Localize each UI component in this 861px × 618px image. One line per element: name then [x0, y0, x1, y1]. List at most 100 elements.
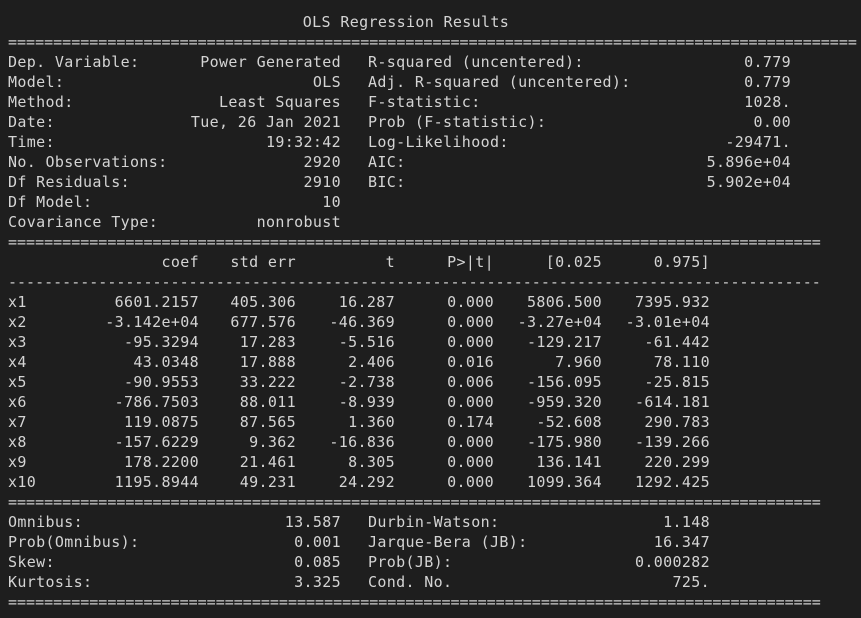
- diagnostic-label: Kurtosis:: [8, 573, 93, 591]
- table-cell: 0.000: [447, 433, 494, 451]
- output-title: OLS Regression Results: [302, 13, 510, 31]
- summary-label: Time:: [8, 133, 55, 151]
- diagnostic-label: Cond. No.: [368, 573, 453, 591]
- table-cell: 0.000: [447, 393, 494, 411]
- table-cell: 9.362: [249, 433, 296, 451]
- table-cell: -3.01e+04: [625, 313, 710, 331]
- summary-label: No. Observations:: [8, 153, 168, 171]
- variable-name: x2: [8, 313, 27, 331]
- table-cell: -25.815: [644, 373, 710, 391]
- table-cell: 220.299: [644, 453, 710, 471]
- summary-value: 2910: [303, 173, 341, 191]
- table-cell: -61.442: [644, 333, 710, 351]
- diagnostic-value: 0.085: [294, 553, 341, 571]
- table-cell: 6601.2157: [114, 293, 199, 311]
- separator-top: ========================================…: [8, 33, 857, 51]
- summary-label: Prob (F-statistic):: [368, 113, 547, 131]
- summary-value: 0.779: [744, 53, 791, 71]
- table-cell: 1099.364: [526, 473, 602, 491]
- table-cell: -614.181: [634, 393, 710, 411]
- summary-label: Df Model:: [8, 193, 93, 211]
- diagnostic-value: 1.148: [663, 513, 710, 531]
- table-cell: -2.738: [338, 373, 395, 391]
- coef-header-row: coef std err t P>|t| [0.025 0.975]: [8, 252, 709, 272]
- table-cell: 2.406: [348, 353, 395, 371]
- summary-value: 10: [322, 193, 341, 211]
- summary-label: AIC:: [368, 153, 406, 171]
- variable-name: x6: [8, 393, 27, 411]
- table-cell: 7.960: [555, 353, 602, 371]
- table-cell: -959.320: [526, 393, 602, 411]
- summary-value: 0.00: [753, 113, 791, 131]
- header-std-err: std err: [230, 253, 296, 271]
- table-cell: 0.000: [447, 293, 494, 311]
- summary-value: Least Squares: [219, 93, 341, 111]
- table-cell: 0.000: [447, 453, 494, 471]
- diagnostic-label: Jarque-Bera (JB):: [368, 533, 528, 551]
- diagnostic-value: 0.001: [294, 533, 341, 551]
- variable-name: x4: [8, 353, 27, 371]
- table-cell: 24.292: [338, 473, 395, 491]
- variable-name: x7: [8, 413, 27, 431]
- table-cell: 87.565: [239, 413, 296, 431]
- table-cell: 8.305: [348, 453, 395, 471]
- table-cell: 405.306: [230, 293, 296, 311]
- header-ci-high: 0.975]: [653, 253, 710, 271]
- summary-value: 5.896e+04: [706, 153, 791, 171]
- summary-label: Adj. R-squared (uncentered):: [368, 73, 631, 91]
- table-cell: 17.888: [239, 353, 296, 371]
- header-p-value: P>|t|: [447, 253, 494, 271]
- table-cell: 0.000: [447, 333, 494, 351]
- diagnostic-label: Omnibus:: [8, 513, 84, 531]
- table-cell: 290.783: [644, 413, 710, 431]
- table-cell: 49.231: [239, 473, 296, 491]
- summary-value: 2920: [303, 153, 341, 171]
- table-cell: 7395.932: [634, 293, 710, 311]
- variable-name: x1: [8, 293, 27, 311]
- table-cell: 0.174: [447, 413, 494, 431]
- summary-label: F-statistic:: [368, 93, 481, 111]
- summary-label: Model:: [8, 73, 65, 91]
- table-cell: -46.369: [329, 313, 395, 331]
- table-cell: 78.110: [653, 353, 710, 371]
- table-cell: 1.360: [348, 413, 395, 431]
- table-cell: 0.006: [447, 373, 494, 391]
- diagnostic-label: Skew:: [8, 553, 55, 571]
- table-cell: 136.141: [536, 453, 602, 471]
- summary-label: Covariance Type:: [8, 213, 159, 231]
- summary-label: Date:: [8, 113, 55, 131]
- table-cell: 0.016: [447, 353, 494, 371]
- summary-value: OLS: [312, 73, 341, 91]
- summary-value: Tue, 26 Jan 2021: [190, 113, 341, 131]
- table-cell: 88.011: [239, 393, 296, 411]
- variable-name: x9: [8, 453, 27, 471]
- diagnostic-label: Prob(JB):: [368, 553, 453, 571]
- header-coef: coef: [161, 253, 199, 271]
- summary-label: Df Residuals:: [8, 173, 130, 191]
- table-cell: -52.608: [536, 413, 602, 431]
- table-cell: 178.2200: [123, 453, 199, 471]
- variable-name: x5: [8, 373, 27, 391]
- table-cell: 1195.8944: [114, 473, 199, 491]
- summary-value: Power Generated: [200, 53, 341, 71]
- table-cell: 16.287: [338, 293, 395, 311]
- summary-value: -29471.: [725, 133, 791, 151]
- summary-label: Log-Likelihood:: [368, 133, 509, 151]
- table-cell: -3.27e+04: [517, 313, 602, 331]
- summary-value: 1028.: [744, 93, 791, 111]
- summary-label: Dep. Variable:: [8, 53, 140, 71]
- diagnostic-value: 725.: [672, 573, 710, 591]
- table-cell: -90.9553: [123, 373, 199, 391]
- variable-name: x3: [8, 333, 27, 351]
- table-cell: -95.3294: [123, 333, 199, 351]
- variable-name: x8: [8, 433, 27, 451]
- table-cell: 1292.425: [634, 473, 710, 491]
- separator-summary-end: ========================================…: [8, 233, 821, 251]
- table-cell: -16.836: [329, 433, 395, 451]
- table-cell: 43.0348: [133, 353, 199, 371]
- table-cell: -139.266: [634, 433, 710, 451]
- table-cell: 677.576: [230, 313, 296, 331]
- variable-name: x10: [8, 473, 37, 491]
- summary-label: BIC:: [368, 173, 406, 191]
